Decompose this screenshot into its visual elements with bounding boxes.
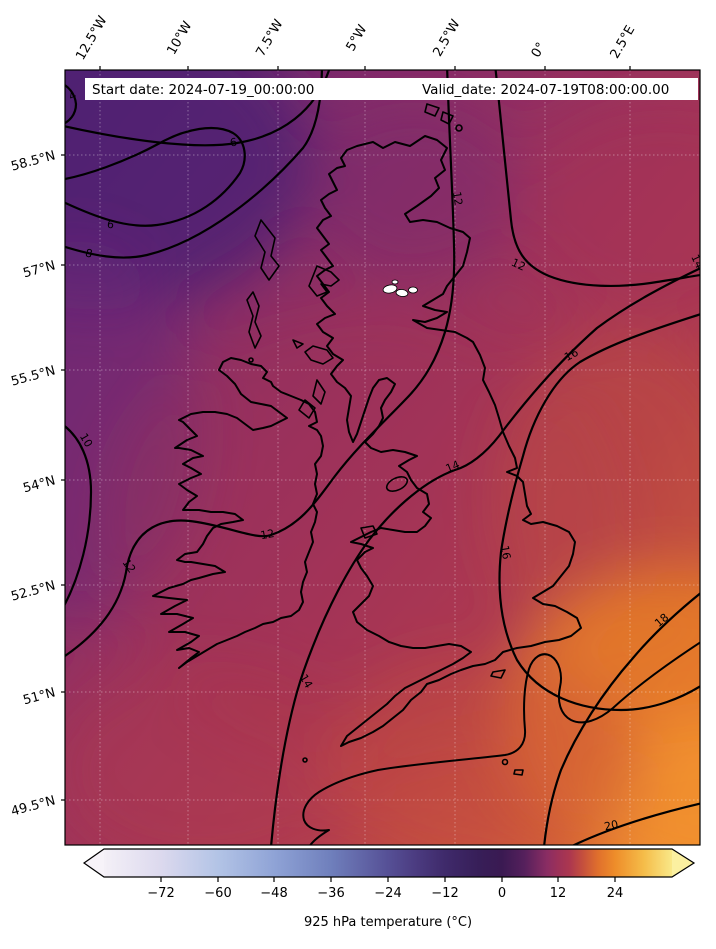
valid-date-label: Valid_date: 2024-07-19T08:00:00.00 (422, 82, 669, 98)
coastline-ireland (152, 357, 324, 669)
colorbar-tick-label: −24 (374, 886, 401, 901)
colorbar-right-arrow (672, 849, 694, 877)
y-tick-label: 57°N (21, 258, 57, 281)
y-tick-label: 52.5°N (10, 578, 58, 604)
contour-label: 14 (297, 672, 315, 691)
colorbar-tick-label: −36 (317, 886, 344, 901)
contour-label-group: 4 6 6 8 10 12 12 12 12 14 14 14 16 16 18… (67, 88, 706, 834)
y-tick-label: 58.5°N (10, 148, 58, 174)
contour-line-6b (65, 126, 246, 227)
y-tick-label: 51°N (21, 685, 57, 708)
colorbar-tick-label: −60 (204, 886, 231, 901)
missing-data-patches (382, 279, 418, 297)
colorbar-ticks (160, 877, 616, 882)
colorbar-tick-label: 0 (498, 886, 506, 901)
contour-label: 8 (84, 246, 94, 260)
title-bar: Start date: 2024-07-19_00:00:00 Valid_da… (85, 78, 698, 100)
temperature-field-shading (65, 70, 700, 845)
colorbar-title: 925 hPa temperature (°C) (304, 915, 472, 930)
x-tick-label: 2.5°E (608, 23, 639, 61)
contour-label: 4 (67, 88, 79, 103)
start-date-label: Start date: 2024-07-19_00:00:00 (92, 82, 314, 98)
temperature-contours (65, 70, 700, 845)
colorbar-tick-label: −72 (147, 886, 174, 901)
axis-ticks (61, 66, 631, 801)
x-tick-label: 10°W (164, 19, 195, 58)
x-tick-label: 12.5°W (73, 13, 110, 62)
colorbar-tick-label: −12 (431, 886, 458, 901)
colorbar-outline (82, 848, 696, 878)
contour-line-12a (65, 70, 456, 658)
contour-line-18 (543, 592, 700, 845)
colorbar-tick-label: 12 (550, 886, 567, 901)
contour-line-6a (65, 70, 331, 147)
contour-line-4 (65, 83, 78, 125)
x-tick-label: 0° (529, 40, 549, 60)
contour-label: 14 (688, 252, 706, 270)
coastline-great-britain (316, 135, 582, 747)
contour-line-20 (571, 802, 700, 845)
colorbar-left-arrow (84, 849, 104, 877)
contour-label: 20 (603, 818, 619, 834)
contour-label: 12 (450, 191, 465, 207)
x-axis-labels: 12.5°W 10°W 7.5°W 5°W 2.5°W 0° 2.5°E (73, 13, 638, 62)
contour-label: 12 (259, 527, 275, 542)
contour-label: 14 (444, 458, 462, 475)
x-tick-label: 5°W (344, 22, 371, 54)
contour-label: 10 (77, 431, 95, 450)
colorbar-tick-label: 24 (607, 886, 624, 901)
map-plot: 4 6 6 8 10 12 12 12 12 14 14 14 16 16 18… (64, 69, 706, 846)
colorbar: −72 −60 −48 −36 −24 −12 0 12 24 925 hPa … (82, 848, 696, 930)
contour-label: 6 (229, 136, 238, 150)
contour-line-10 (65, 425, 93, 607)
x-tick-label: 2.5°W (430, 17, 463, 59)
map-frame (64, 69, 701, 846)
contour-label: 12 (509, 256, 527, 274)
contour-label: 6 (106, 218, 115, 232)
y-tick-label: 49.5°N (10, 793, 58, 819)
y-tick-label: 54°N (21, 473, 57, 496)
contour-line-8 (65, 70, 323, 259)
y-axis-labels: 58.5°N 57°N 55.5°N 54°N 52.5°N 51°N 49.5… (10, 148, 58, 819)
contour-label: 16 (562, 346, 580, 364)
contour-line-14 (270, 267, 700, 845)
contour-line-12b (494, 70, 700, 287)
coastline-france (302, 641, 700, 845)
graticule (65, 70, 700, 845)
contour-label: 16 (498, 544, 513, 560)
contour-line-16 (498, 313, 700, 712)
x-tick-label: 7.5°W (253, 17, 286, 59)
y-tick-label: 55.5°N (10, 363, 58, 389)
colorbar-tick-labels: −72 −60 −48 −36 −24 −12 0 12 24 (147, 886, 623, 901)
colorbar-gradient (104, 849, 672, 877)
colorbar-tick-label: −48 (260, 886, 287, 901)
